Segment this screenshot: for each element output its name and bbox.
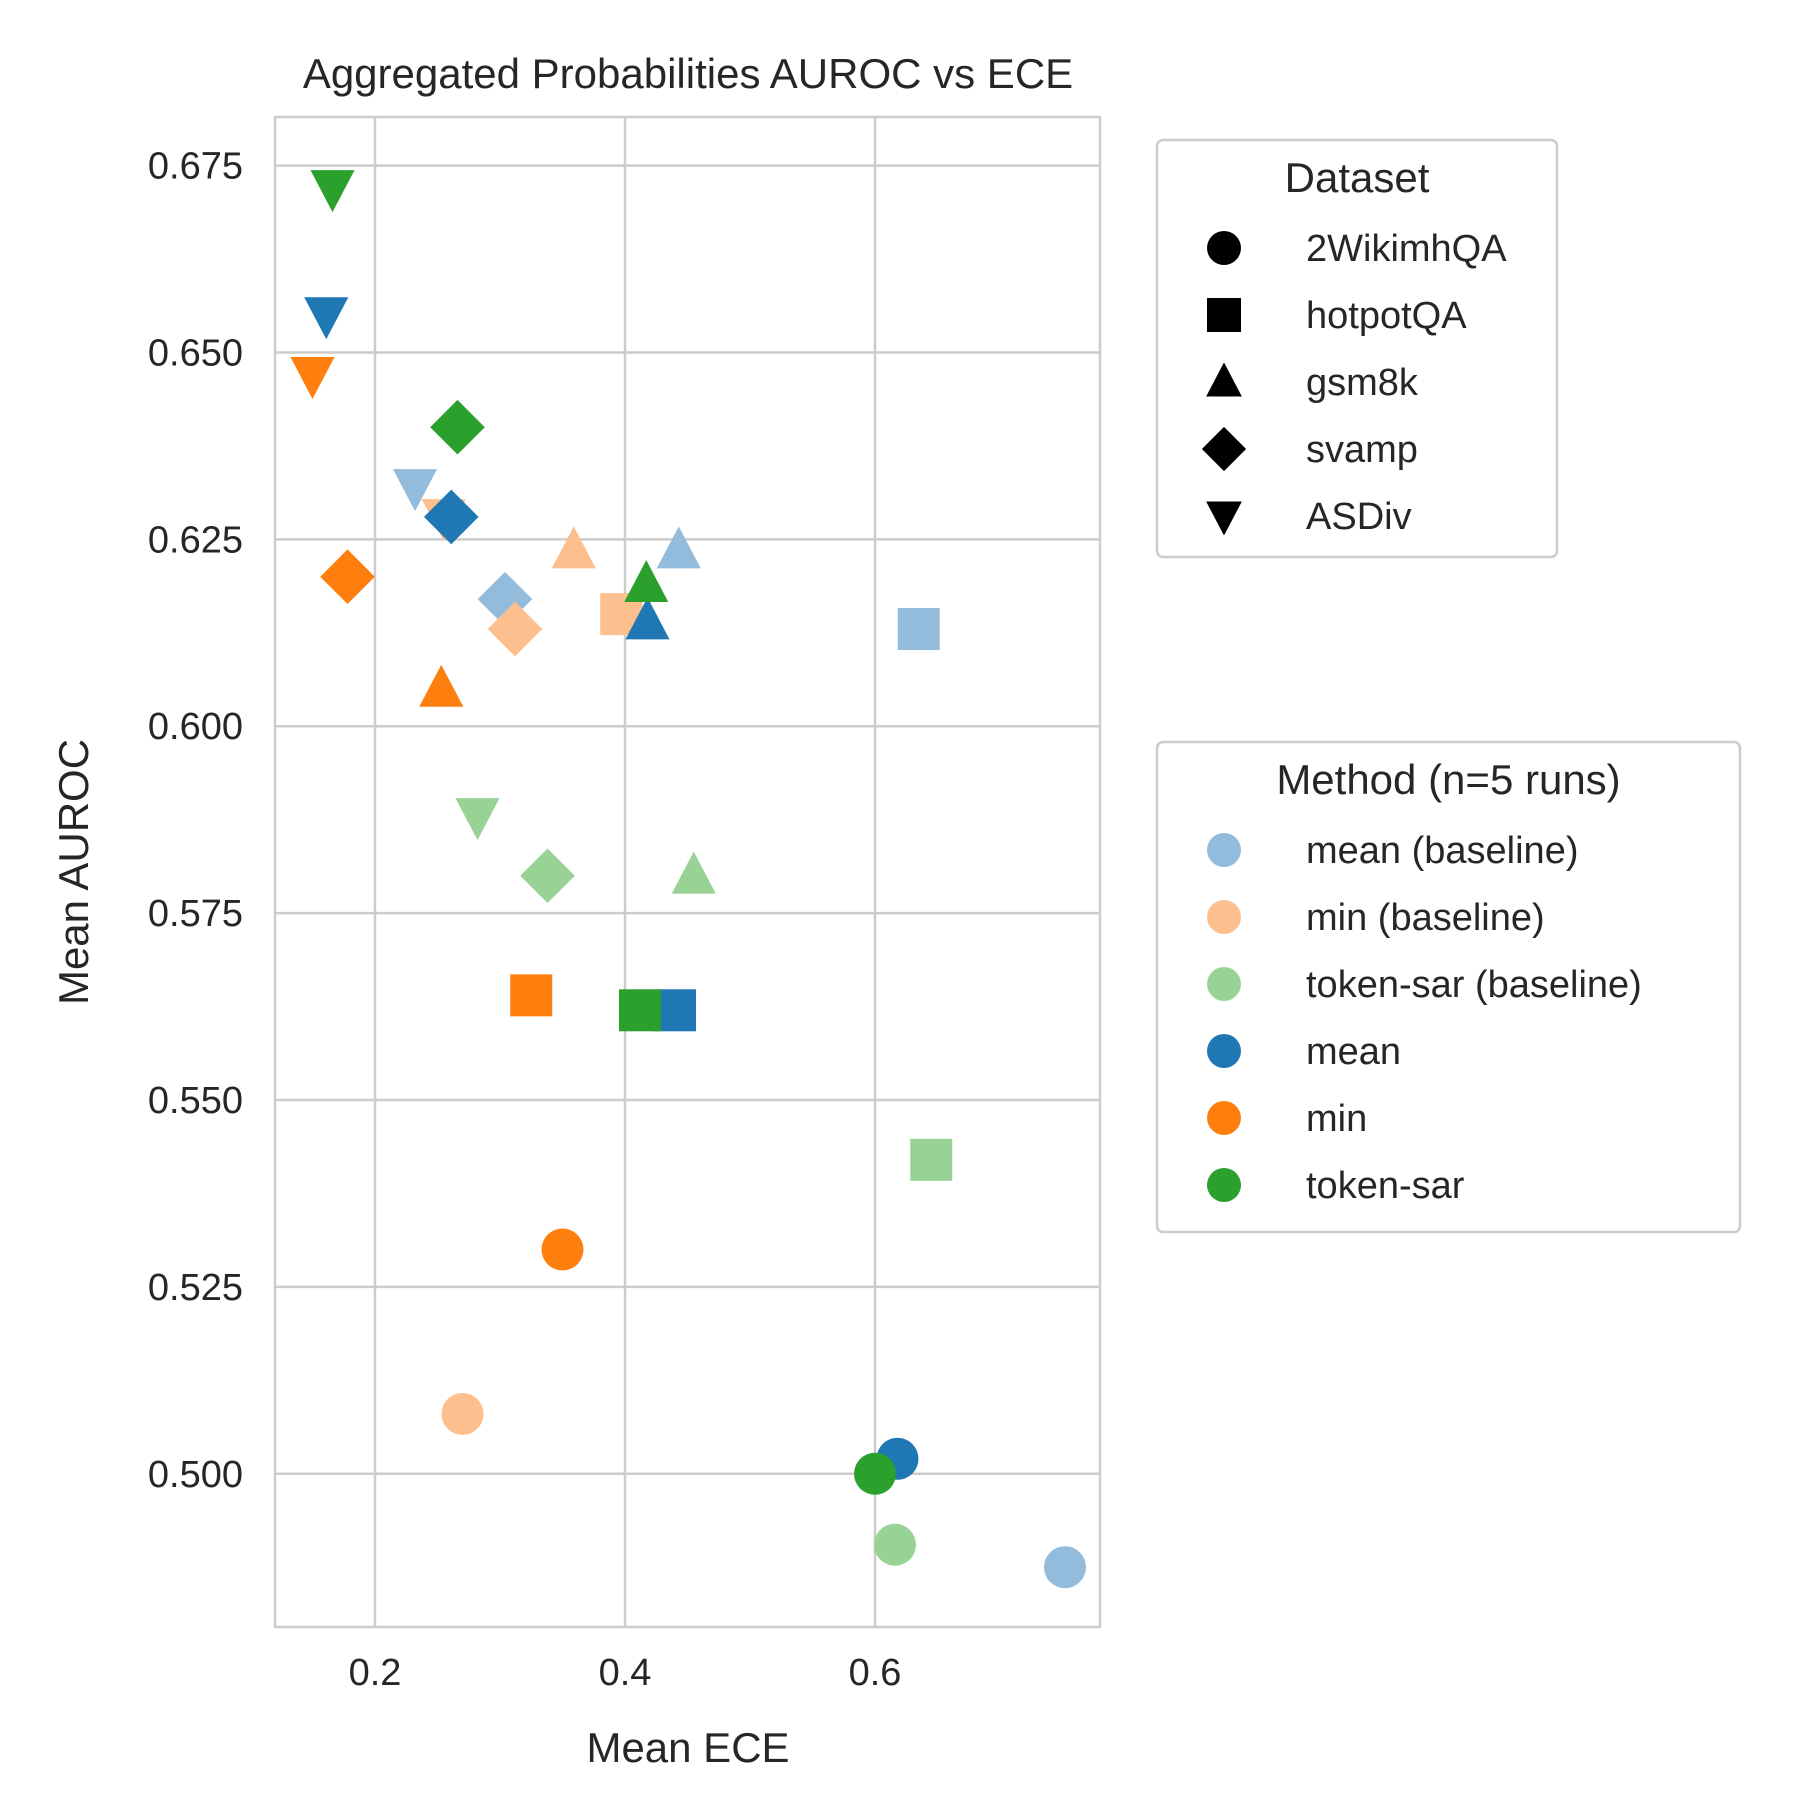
data-point bbox=[455, 798, 500, 841]
data-point bbox=[510, 974, 553, 1017]
x-tick-label: 0.6 bbox=[849, 1652, 902, 1694]
y-tick-label: 0.600 bbox=[148, 706, 243, 748]
legend-swatch bbox=[1207, 967, 1241, 1001]
legend-label: svamp bbox=[1306, 429, 1418, 471]
x-axis-label: Mean ECE bbox=[586, 1724, 789, 1771]
data-point bbox=[419, 664, 464, 707]
legend-marker bbox=[1207, 298, 1241, 332]
data-point bbox=[290, 357, 335, 400]
data-point bbox=[477, 571, 533, 627]
data-point bbox=[656, 526, 701, 569]
y-axis-label: Mean AUROC bbox=[50, 739, 97, 1005]
data-point bbox=[430, 399, 485, 455]
legend-swatch bbox=[1207, 900, 1241, 934]
legend-method: Method (n=5 runs) mean (baseline) min (bas… bbox=[1155, 740, 1742, 1234]
x-tick-label: 0.4 bbox=[599, 1652, 652, 1694]
chart-title: Aggregated Probabilities AUROC vs ECE bbox=[303, 50, 1073, 97]
data-point bbox=[619, 989, 661, 1032]
plot-frame bbox=[273, 115, 1102, 1629]
data-point bbox=[392, 469, 438, 512]
data-point bbox=[304, 297, 349, 340]
data-point bbox=[551, 526, 596, 569]
legend-dataset: Dataset 2WikimhQA hotpotQA gsm8k svamp ASDiv bbox=[1155, 138, 1559, 559]
data-point bbox=[541, 1228, 584, 1271]
data-point bbox=[625, 597, 670, 640]
y-tick-label: 0.650 bbox=[148, 332, 243, 374]
legend-label: gsm8k bbox=[1306, 362, 1419, 404]
data-point bbox=[854, 1452, 896, 1495]
legend-marker bbox=[1207, 231, 1241, 265]
legend-swatch bbox=[1207, 1101, 1241, 1135]
legend-marker bbox=[1206, 501, 1242, 536]
data-point bbox=[897, 608, 940, 651]
tick-labels: 0.2 0.4 0.6 0.500 0.525 0.550 0.575 0.600 0.625 0… bbox=[148, 146, 902, 1694]
y-tick-label: 0.675 bbox=[148, 146, 243, 188]
legend-label: 2WikimhQA bbox=[1306, 228, 1507, 270]
legend-title: Dataset bbox=[1285, 154, 1430, 201]
y-tick-label: 0.575 bbox=[148, 893, 243, 935]
data-point bbox=[487, 601, 543, 657]
data-markers bbox=[290, 170, 1086, 1589]
legend-frame bbox=[1155, 740, 1742, 1234]
legend-frame bbox=[1155, 138, 1559, 559]
legend-label: token-sar bbox=[1306, 1165, 1465, 1207]
legend-swatch bbox=[1207, 1168, 1241, 1202]
data-point bbox=[1044, 1546, 1086, 1589]
legend-marker bbox=[1206, 362, 1242, 397]
data-point bbox=[910, 1138, 953, 1181]
legend-swatch bbox=[1207, 1034, 1241, 1068]
data-point bbox=[310, 170, 355, 213]
legend-label: ASDiv bbox=[1306, 496, 1412, 538]
data-point bbox=[671, 851, 716, 894]
legend-swatch bbox=[1207, 833, 1241, 867]
legend-label: min (baseline) bbox=[1306, 897, 1545, 939]
legend-label: hotpotQA bbox=[1306, 295, 1467, 337]
y-tick-label: 0.550 bbox=[148, 1080, 243, 1122]
x-tick-label: 0.2 bbox=[349, 1652, 402, 1694]
legend-label: mean bbox=[1306, 1031, 1401, 1073]
grid-lines bbox=[275, 117, 1100, 1627]
data-point bbox=[423, 489, 479, 545]
legend-title: Method (n=5 runs) bbox=[1276, 756, 1620, 803]
legend-label: min bbox=[1306, 1098, 1367, 1140]
data-point bbox=[520, 848, 575, 904]
data-point bbox=[874, 1523, 916, 1566]
y-tick-label: 0.625 bbox=[148, 519, 243, 561]
y-tick-label: 0.500 bbox=[148, 1454, 243, 1496]
data-point bbox=[320, 549, 375, 605]
legend-label: token-sar (baseline) bbox=[1306, 964, 1642, 1006]
legend-marker bbox=[1201, 426, 1247, 472]
data-point bbox=[624, 560, 669, 603]
y-tick-label: 0.525 bbox=[148, 1267, 243, 1309]
data-point bbox=[441, 1392, 484, 1435]
legend-label: mean (baseline) bbox=[1306, 830, 1578, 872]
